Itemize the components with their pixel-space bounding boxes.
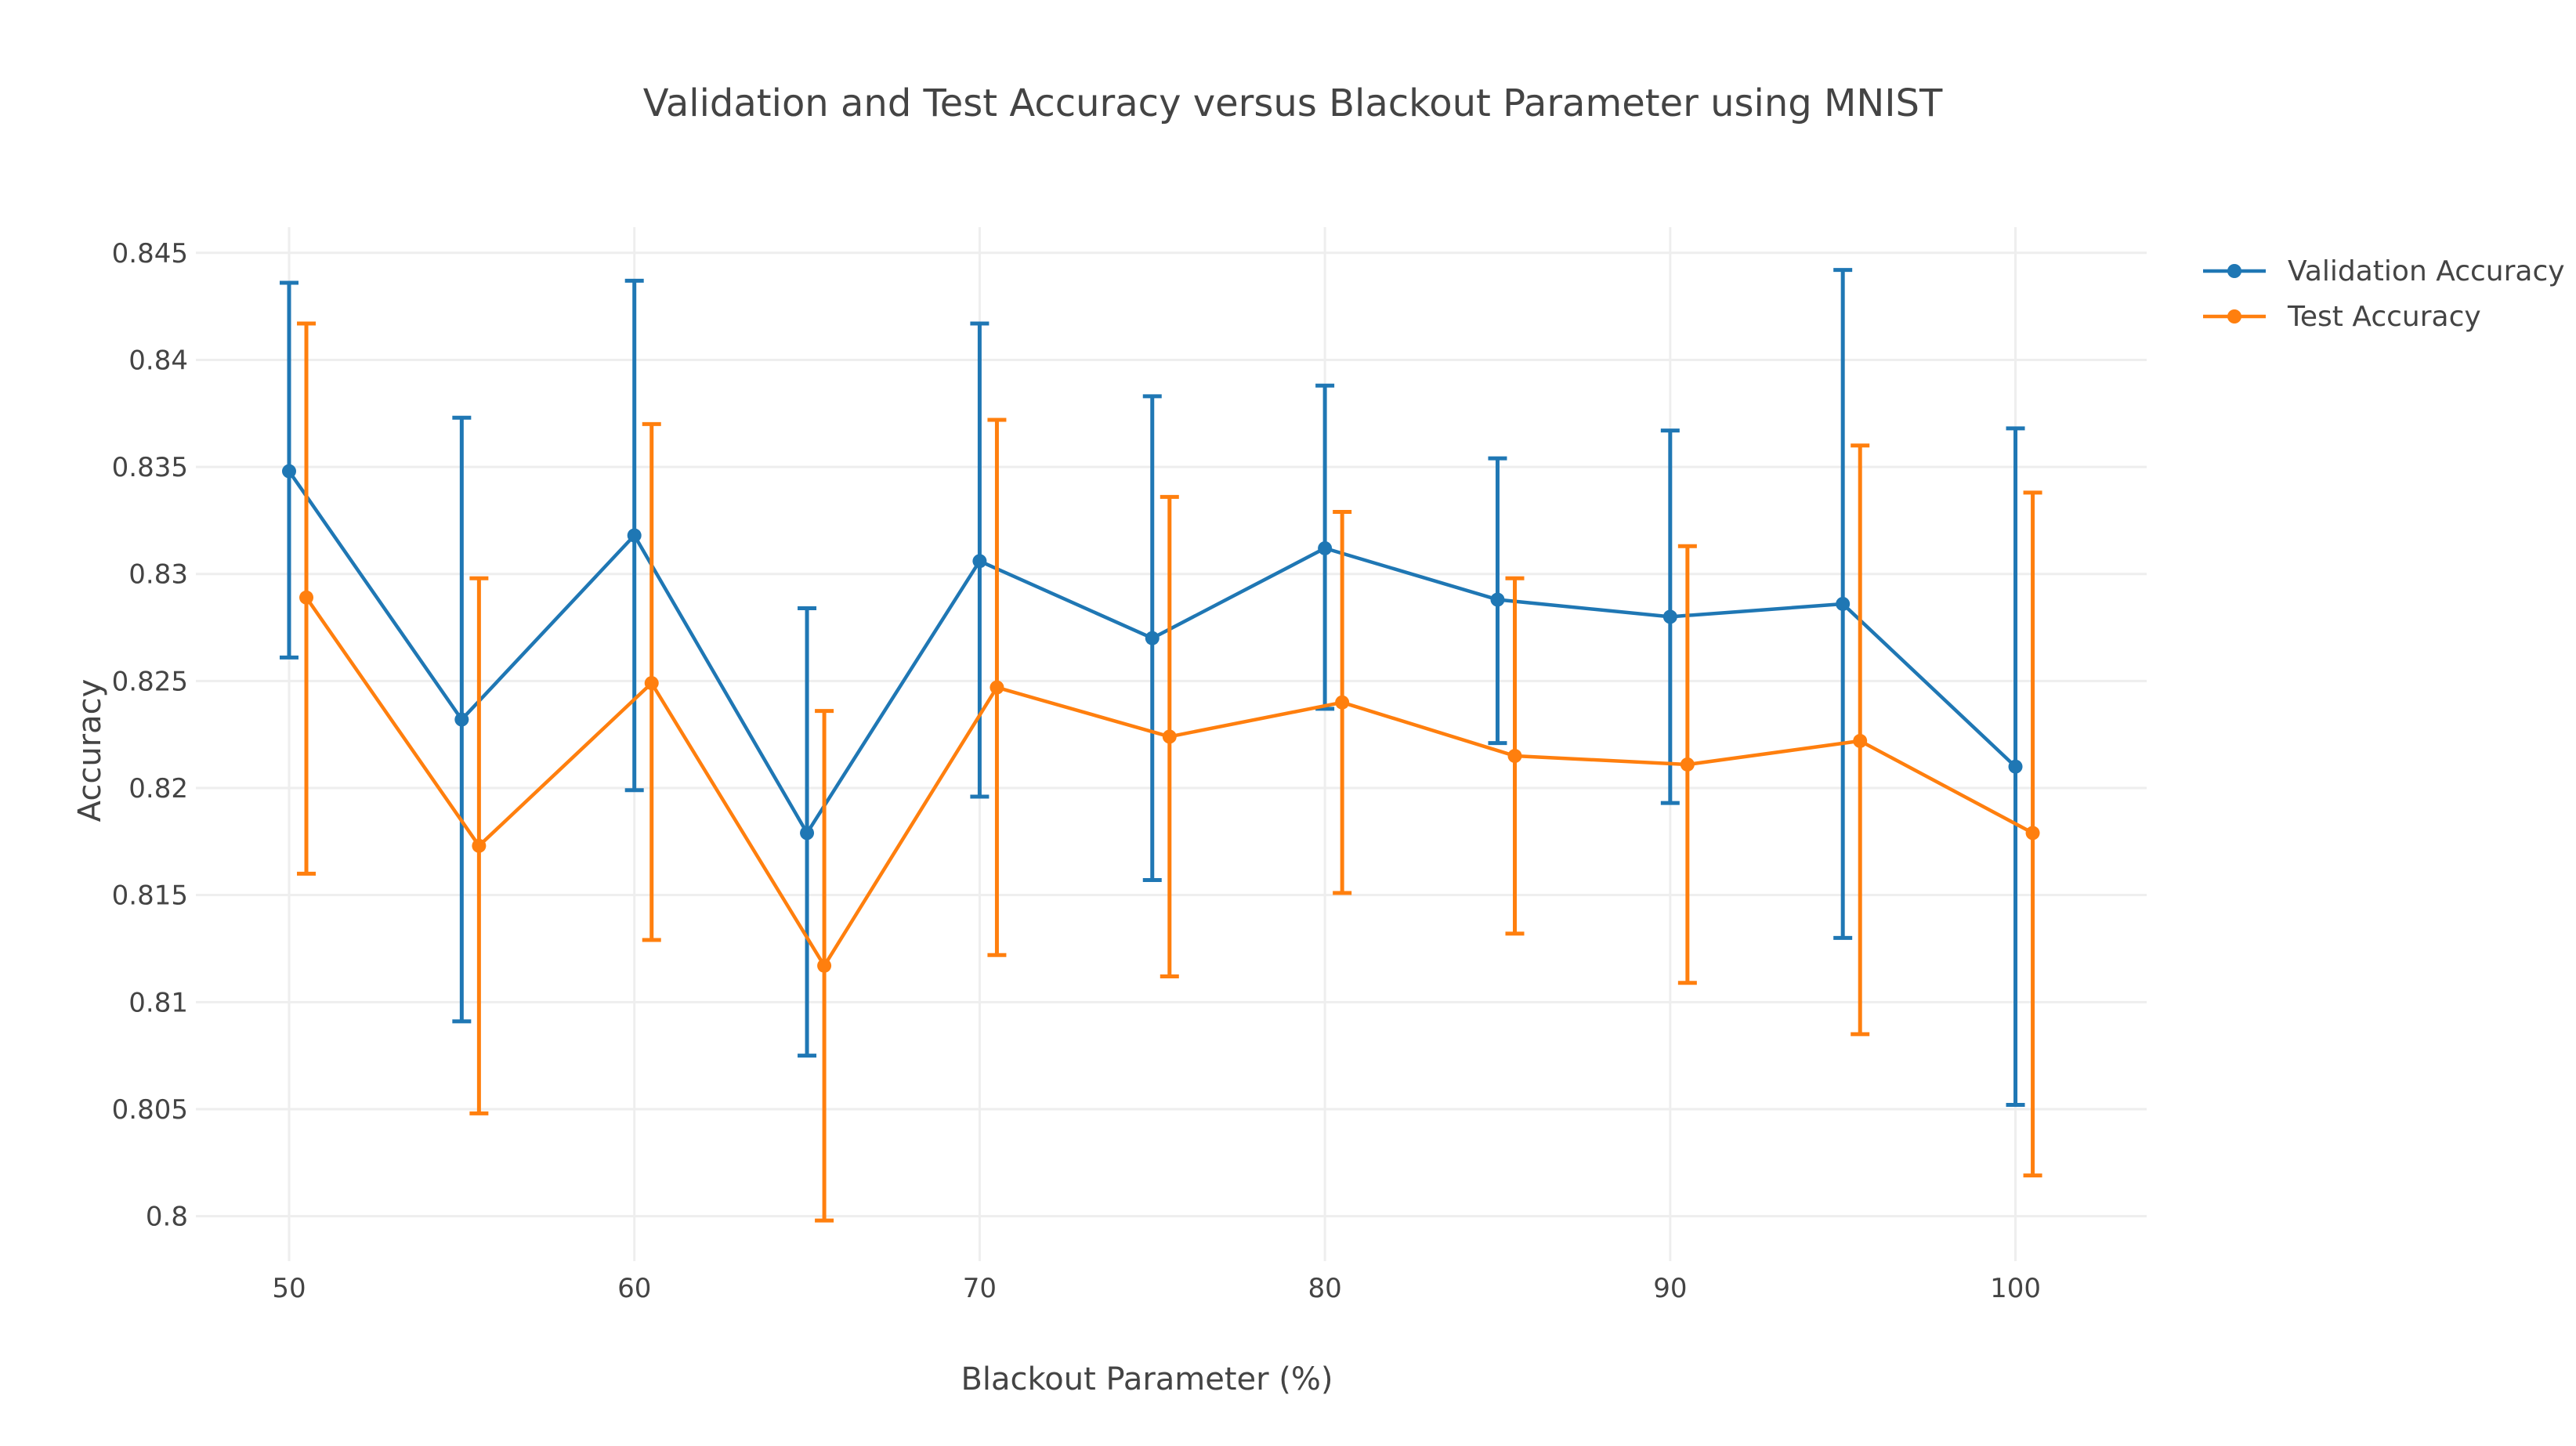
legend-swatch-marker bbox=[2227, 264, 2241, 278]
x-tick-label: 60 bbox=[617, 1273, 651, 1304]
y-tick-label: 0.805 bbox=[112, 1094, 188, 1126]
data-point bbox=[1318, 540, 1333, 555]
y-tick-label: 0.82 bbox=[128, 773, 188, 804]
data-point bbox=[972, 554, 987, 569]
legend-item: Test Accuracy bbox=[2203, 301, 2481, 333]
legend: Validation Accuracy Test Accuracy bbox=[2203, 255, 2565, 333]
data-point bbox=[1145, 631, 1160, 645]
y-tick-label: 0.835 bbox=[112, 452, 188, 483]
legend-label: Validation Accuracy bbox=[2288, 255, 2565, 287]
data-point bbox=[627, 528, 642, 543]
x-axis-title: Blackout Parameter (%) bbox=[961, 1361, 1333, 1397]
series-0 bbox=[279, 268, 2025, 1107]
y-tick-label: 0.81 bbox=[128, 987, 188, 1018]
y-tick-label: 0.815 bbox=[112, 880, 188, 912]
data-point bbox=[1836, 596, 1851, 611]
legend-label: Test Accuracy bbox=[2287, 301, 2481, 333]
plot-area bbox=[279, 268, 2042, 1223]
data-point bbox=[281, 464, 296, 479]
data-point bbox=[1490, 592, 1505, 607]
data-point bbox=[2025, 826, 2040, 840]
data-point bbox=[817, 958, 832, 973]
x-axis-ticks: 50 60 70 80 90 100 bbox=[272, 1273, 2041, 1304]
y-tick-label: 0.845 bbox=[112, 238, 188, 269]
x-tick-label: 50 bbox=[272, 1273, 306, 1304]
data-point bbox=[990, 680, 1004, 695]
data-point bbox=[1335, 695, 1350, 710]
data-point bbox=[644, 676, 659, 691]
x-tick-label: 80 bbox=[1308, 1273, 1341, 1304]
y-tick-label: 0.8 bbox=[146, 1202, 188, 1233]
y-axis-title: Accuracy bbox=[72, 679, 108, 822]
legend-item: Validation Accuracy bbox=[2203, 255, 2565, 287]
data-point bbox=[800, 826, 815, 840]
legend-swatch-marker bbox=[2227, 309, 2241, 324]
data-point bbox=[1507, 749, 1522, 764]
y-tick-label: 0.84 bbox=[128, 345, 188, 376]
data-point bbox=[472, 838, 487, 853]
data-point bbox=[2008, 759, 2023, 774]
data-point bbox=[1162, 729, 1177, 744]
x-tick-label: 70 bbox=[963, 1273, 997, 1304]
data-point bbox=[454, 712, 469, 727]
data-point bbox=[1853, 733, 1868, 748]
y-axis-ticks: 0.8 0.805 0.81 0.815 0.82 0.825 0.83 0.835 0.84 0… bbox=[112, 238, 188, 1233]
y-tick-label: 0.83 bbox=[128, 559, 188, 591]
x-tick-label: 100 bbox=[1990, 1273, 2041, 1304]
data-point bbox=[1662, 609, 1677, 624]
chart-title: Validation and Test Accuracy versus Blac… bbox=[643, 81, 1943, 125]
y-tick-label: 0.825 bbox=[112, 666, 188, 697]
series-1 bbox=[297, 321, 2042, 1223]
x-tick-label: 90 bbox=[1653, 1273, 1687, 1304]
data-point bbox=[299, 590, 314, 605]
data-point bbox=[1680, 757, 1695, 772]
